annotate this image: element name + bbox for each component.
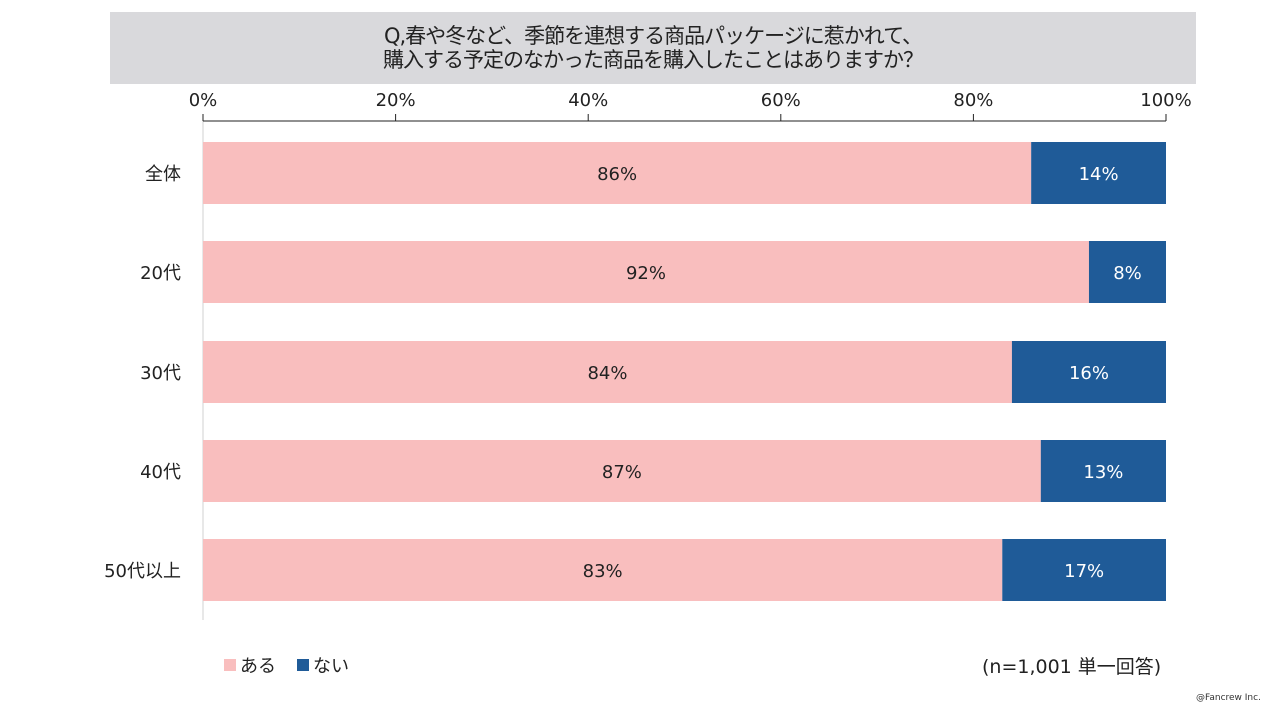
category-label: 30代 (140, 363, 181, 384)
bar-segment-aru (203, 341, 1012, 403)
bar-segment-nai (1040, 440, 1166, 502)
data-label: 86% (597, 164, 637, 185)
legend-swatch-aru (224, 659, 236, 671)
bar-segment-aru (203, 539, 1003, 601)
x-tick-label: 100% (1140, 90, 1191, 111)
bar-segment-nai (1011, 341, 1166, 403)
bar-segment-aru (203, 241, 1089, 303)
x-tick-label: 80% (953, 90, 993, 111)
bar-segment-nai (1088, 241, 1166, 303)
bar-segment-aru (203, 142, 1032, 204)
data-label: 84% (587, 363, 627, 384)
title-line-2: 購入する予定のなかった商品を購入したことはありますか？ (383, 48, 924, 72)
legend-label-aru: ある (240, 656, 276, 677)
data-label: 17% (1064, 561, 1104, 582)
data-label: 13% (1083, 462, 1123, 483)
data-label: 87% (602, 462, 642, 483)
x-tick-label: 40% (568, 90, 608, 111)
copyright: @Fancrew Inc. (1196, 693, 1261, 703)
bar-segment-aru (203, 440, 1041, 502)
legend-item-aru: ある (224, 652, 276, 678)
legend-swatch-nai (297, 659, 309, 671)
category-label: 40代 (140, 462, 181, 483)
legend-item-nai: ない (297, 652, 349, 678)
title-line-1: Q,春や冬など、季節を連想する商品パッケージに惹かれて、 (383, 24, 923, 48)
category-label: 50代以上 (104, 561, 181, 582)
bar-segment-nai (1031, 142, 1166, 204)
category-label: 20代 (140, 263, 181, 284)
data-label: 16% (1069, 363, 1109, 384)
data-label: 8% (1113, 263, 1142, 284)
x-tick-label: 20% (376, 90, 416, 111)
data-label: 83% (583, 561, 623, 582)
sample-note: (n=1,001 単一回答) (982, 656, 1162, 678)
bar-segment-nai (1002, 539, 1166, 601)
x-tick-label: 0% (189, 90, 218, 111)
chart-title: Q,春や冬など、季節を連想する商品パッケージに惹かれて、 購入する予定のなかった… (110, 12, 1196, 84)
data-label: 14% (1079, 164, 1119, 185)
category-label: 全体 (145, 164, 181, 185)
x-tick-label: 60% (761, 90, 801, 111)
legend-label-nai: ない (313, 656, 349, 677)
data-label: 92% (626, 263, 666, 284)
